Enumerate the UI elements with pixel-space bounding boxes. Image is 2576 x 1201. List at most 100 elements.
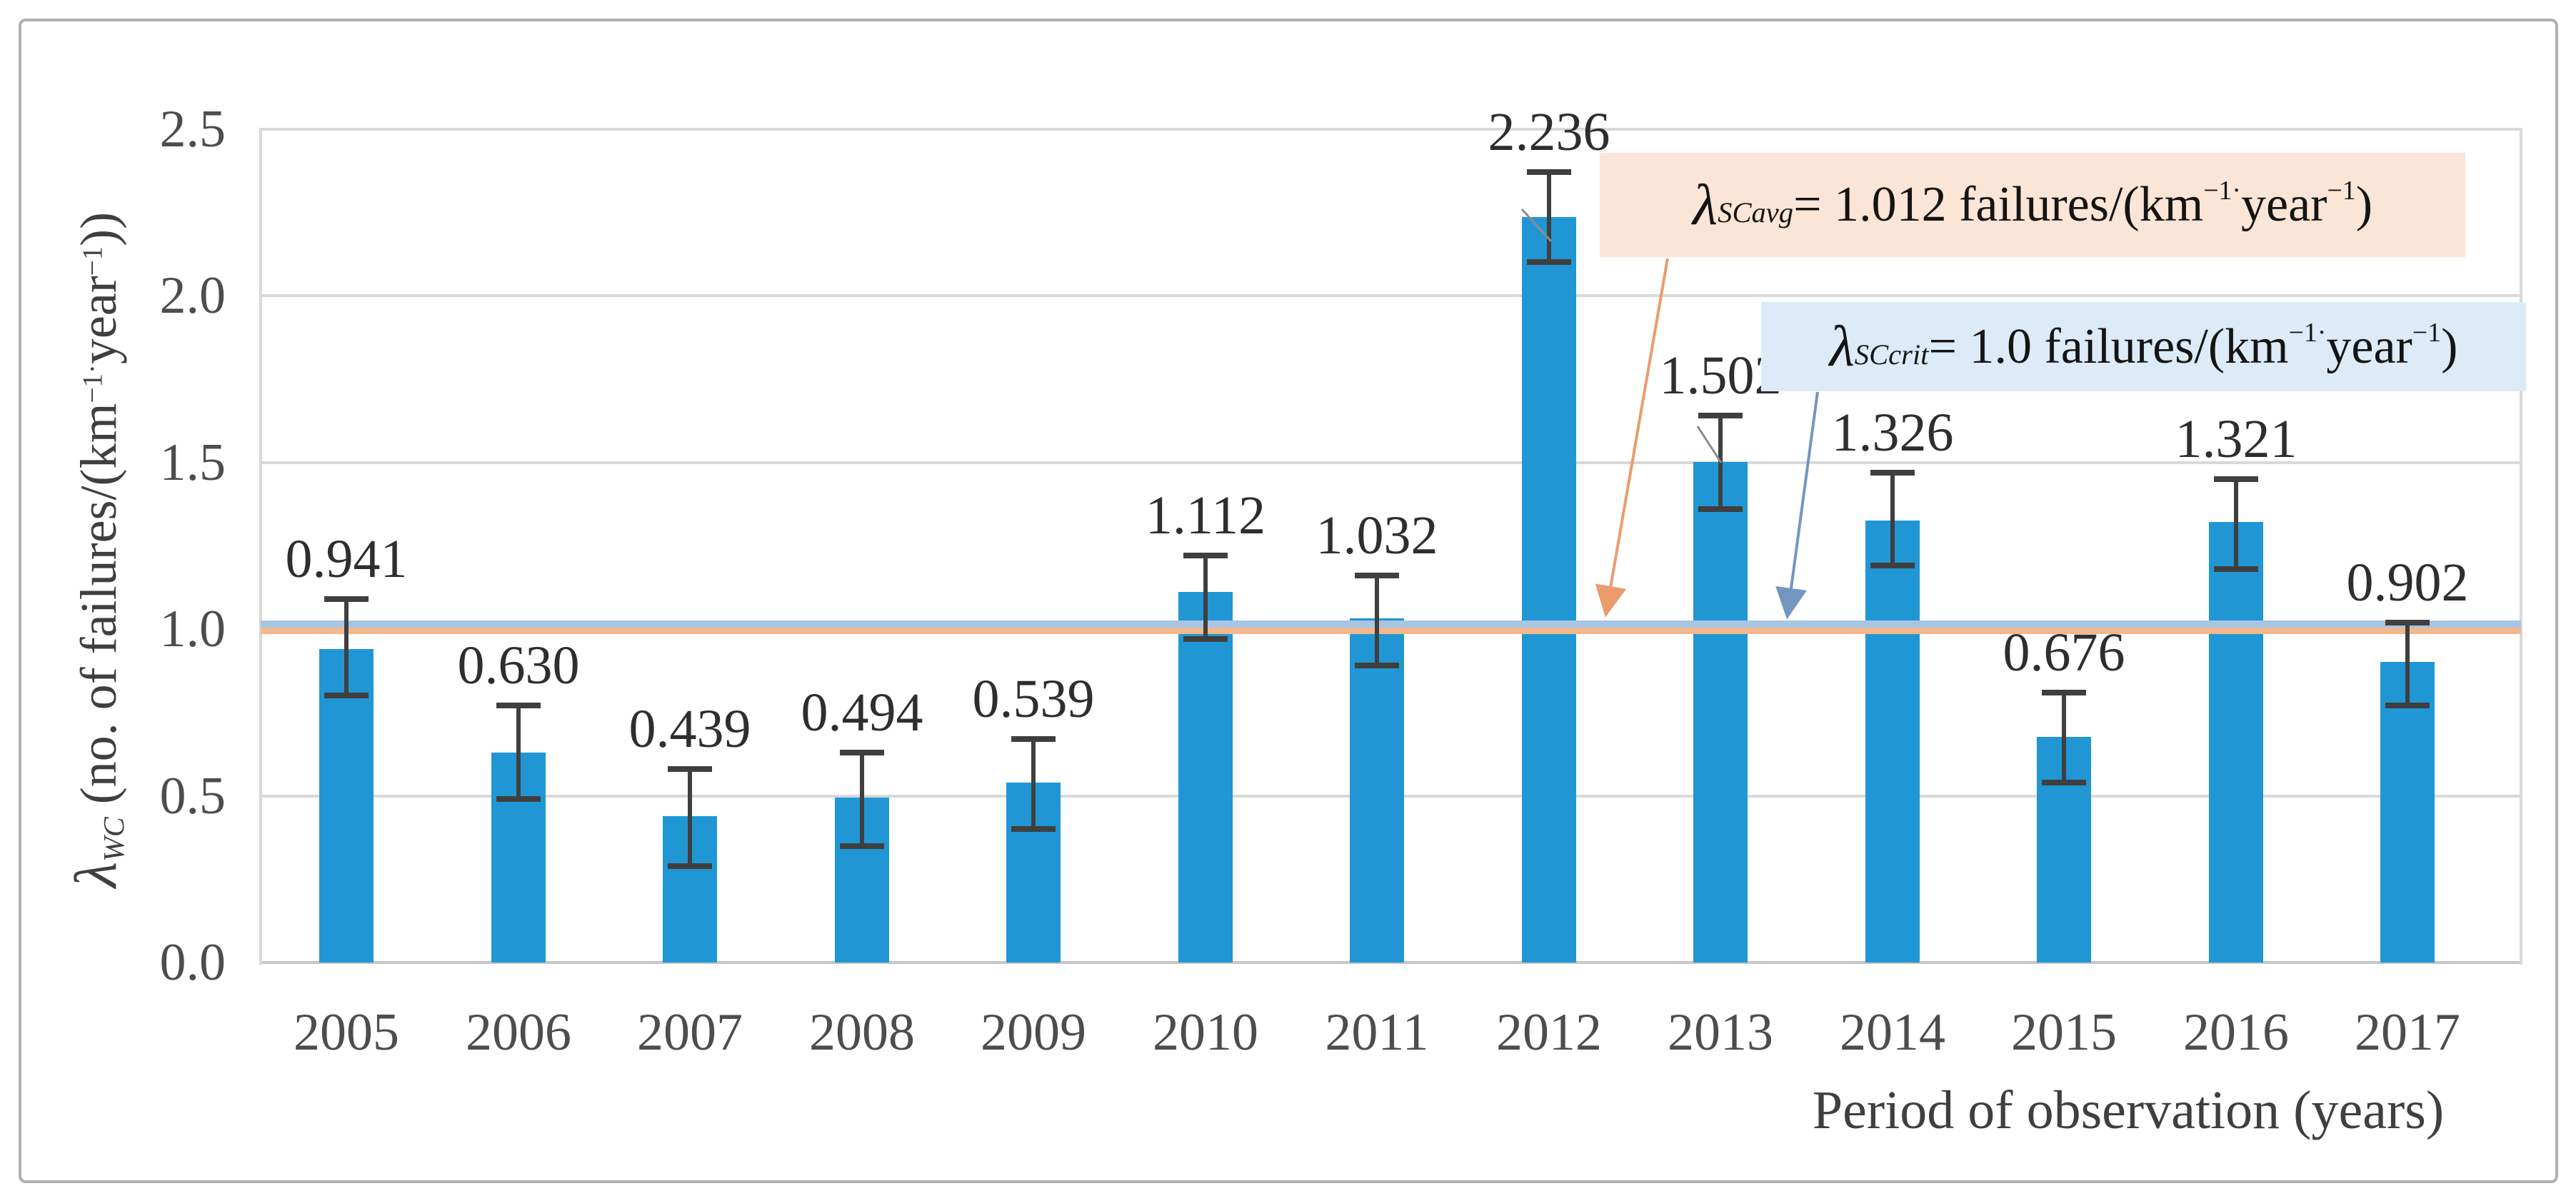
error-bar-cap-bottom [668, 863, 712, 869]
bar-2013 [1693, 462, 1748, 963]
y-tick-label: 2.0 [159, 266, 226, 325]
error-bar-cap-top [1698, 413, 1743, 418]
error-bar-line [516, 705, 521, 799]
error-bar-cap-bottom [2385, 703, 2430, 708]
error-bar-cap-top [668, 766, 712, 772]
data-label: 1.112 [1145, 486, 1266, 546]
km-exponent: −1· [2203, 176, 2242, 206]
bar-2017 [2380, 662, 2435, 963]
reference-line-SCavg [261, 628, 2521, 634]
bar-2012 [1522, 217, 1576, 963]
annotation-avg-close: ) [2355, 177, 2372, 232]
x-tick-label: 2013 [1668, 1003, 1773, 1062]
annotation-avg-text-2: year [2241, 177, 2327, 232]
error-bar-line [860, 753, 864, 846]
error-bar-cap-bottom [1355, 663, 1399, 668]
error-bar-line [688, 769, 692, 865]
x-tick-label: 2006 [466, 1003, 571, 1062]
annotation-crit-text: = 1.0 failures/(km [1928, 318, 2289, 374]
error-bar-cap-top [1527, 169, 1571, 175]
x-tick-label: 2016 [2183, 1003, 2289, 1062]
gridline-2.0 [261, 294, 2521, 297]
error-bar-cap-bottom [2042, 780, 2086, 785]
reference-line-SCcrit [261, 620, 2521, 628]
error-bar-cap-top [1355, 573, 1399, 578]
error-bar-cap-top [2385, 620, 2430, 625]
annotation-crit-subscript: SCcrit [1854, 338, 1929, 371]
bar-2016 [2209, 522, 2263, 963]
data-label: 0.630 [457, 635, 580, 695]
error-bar-cap-top [1183, 553, 1228, 558]
x-tick-label: 2012 [1496, 1003, 1602, 1062]
gridline-1.5 [261, 461, 2521, 464]
error-bar-cap-top [1011, 736, 1056, 742]
data-label: 1.032 [1315, 506, 1438, 566]
error-bar-line [2234, 479, 2238, 569]
annotation-crit-box: λ SCcrit = 1.0 failures/(km −1· year −1) [1761, 302, 2526, 391]
y-tick-label: 0.5 [159, 767, 226, 825]
year-exponent: −1 [2412, 317, 2442, 348]
plot-left-edge [259, 128, 262, 965]
data-label: 2.236 [1488, 102, 1610, 162]
y-tick-label: 1.0 [159, 600, 226, 658]
y-axis-units-close: )) [70, 211, 128, 246]
lambda-symbol: λ [64, 861, 130, 888]
error-bar-cap-bottom [1011, 826, 1056, 832]
error-bar-line [2405, 623, 2410, 706]
gridline-2.5 [261, 128, 2521, 131]
x-tick-label: 2015 [2011, 1003, 2117, 1062]
error-bar-line [1718, 416, 1723, 509]
data-label: 1.321 [2175, 409, 2297, 469]
gridline-0.0 [261, 961, 2521, 964]
error-bar-line [1375, 576, 1379, 665]
bar-2014 [1865, 521, 1920, 963]
y-tick-label: 1.5 [159, 433, 226, 492]
figure-border [19, 19, 2558, 1183]
km-exponent: −1· [76, 364, 108, 403]
x-tick-label: 2011 [1325, 1003, 1429, 1062]
error-bar-line [1203, 556, 1208, 639]
error-bar-cap-bottom [1698, 506, 1743, 512]
data-label: 0.439 [628, 699, 751, 759]
error-bar-line [2062, 693, 2066, 783]
error-bar-cap-top [2214, 476, 2258, 482]
x-tick-label: 2014 [1840, 1003, 1945, 1062]
annotation-crit-close: ) [2441, 318, 2458, 374]
bar-2010 [1178, 592, 1233, 963]
data-label: 0.539 [972, 669, 1095, 729]
bar-2011 [1350, 618, 1404, 963]
km-exponent: −1· [2288, 317, 2327, 348]
error-bar-cap-top [840, 750, 884, 755]
error-bar-cap-bottom [1870, 563, 1915, 568]
data-label: 0.494 [801, 683, 923, 743]
data-label: 0.941 [285, 529, 408, 589]
annotation-avg-box: λ SCavg = 1.012 failures/(km −1· year −1) [1600, 153, 2465, 257]
data-label: 0.902 [2346, 553, 2469, 613]
error-bar-line [344, 599, 349, 695]
error-bar-cap-bottom [1183, 636, 1228, 642]
year-exponent: −1 [2327, 176, 2356, 206]
x-tick-label: 2008 [809, 1003, 915, 1062]
annotation-avg-text: = 1.012 failures/(km [1793, 177, 2204, 232]
bar-2005 [319, 649, 374, 963]
x-tick-label: 2009 [981, 1003, 1086, 1062]
x-tick-label: 2005 [294, 1003, 399, 1062]
annotation-crit-text-2: year [2326, 318, 2412, 374]
error-bar-cap-top [496, 703, 541, 708]
error-bar-cap-bottom [1527, 259, 1571, 265]
error-bar-cap-bottom [840, 843, 884, 849]
error-bar-cap-bottom [496, 796, 541, 802]
y-tick-label: 0.0 [159, 933, 226, 992]
error-bar-line [1031, 739, 1036, 829]
error-bar-cap-top [2042, 690, 2086, 695]
x-axis-title: Period of observation (years) [1812, 1080, 2445, 1140]
y-axis-title: λWC (no. of failures/(km−1·year−1)) [7, 107, 186, 993]
lambda-symbol: λ [1692, 172, 1718, 237]
data-label: 1.326 [1831, 403, 1954, 463]
data-label: 0.676 [2003, 623, 2125, 683]
error-bar-cap-top [1870, 470, 1915, 476]
error-bar-cap-bottom [2214, 566, 2258, 572]
annotation-avg-subscript: SCavg [1718, 196, 1794, 229]
x-tick-label: 2010 [1153, 1003, 1258, 1062]
